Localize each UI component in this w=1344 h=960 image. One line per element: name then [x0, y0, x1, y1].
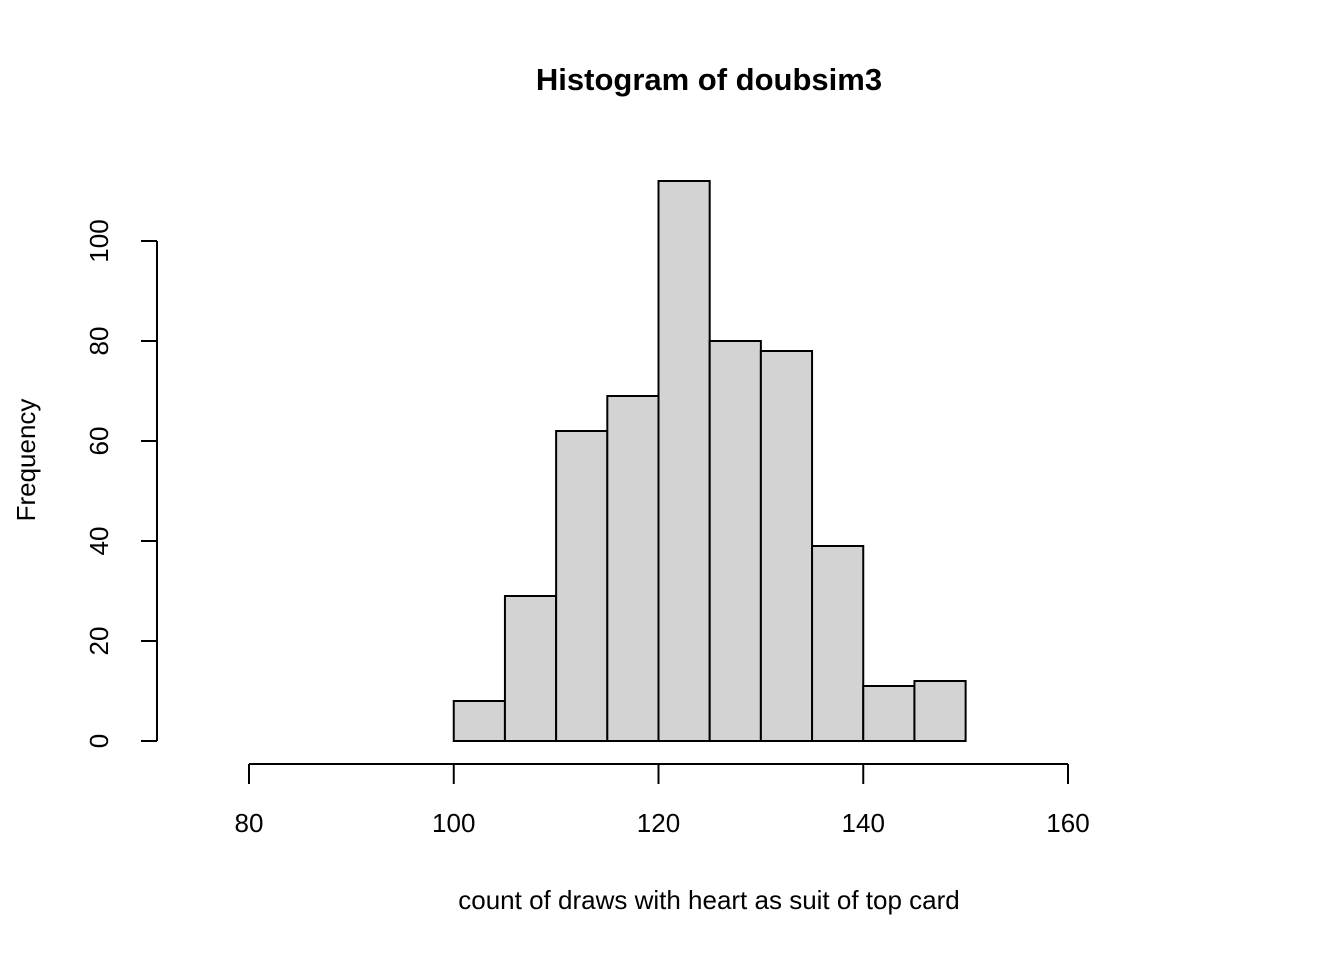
x-tick-label: 120 — [637, 808, 680, 838]
y-tick-label: 0 — [84, 734, 114, 748]
histogram-bar — [913, 680, 967, 742]
histogram-bar — [759, 350, 814, 742]
y-axis: 0 20 40 60 80 100 — [84, 219, 158, 748]
histogram-bar — [657, 180, 711, 742]
y-tick-label: 100 — [84, 219, 114, 262]
histogram-bar — [606, 395, 660, 742]
y-tick-label: 20 — [84, 627, 114, 656]
x-tick-label: 80 — [235, 808, 264, 838]
histogram-bar — [452, 700, 506, 742]
histogram-bar — [708, 340, 762, 742]
x-axis: 80 100 120 140 160 — [235, 763, 1090, 838]
y-axis-label: Frequency — [11, 399, 41, 522]
histogram-bar — [811, 545, 865, 742]
x-axis-label: count of draws with heart as suit of top… — [458, 885, 959, 915]
histogram-bar — [862, 685, 916, 742]
bars-group — [452, 180, 967, 742]
chart-title: Histogram of doubsim3 — [536, 62, 882, 97]
x-tick-label: 140 — [842, 808, 885, 838]
x-tick-label: 100 — [432, 808, 475, 838]
y-tick-label: 40 — [84, 527, 114, 556]
histogram-bar — [503, 595, 558, 742]
histogram-bar — [555, 430, 609, 742]
y-tick-label: 60 — [84, 427, 114, 456]
y-tick-label: 80 — [84, 327, 114, 356]
x-tick-label: 160 — [1046, 808, 1089, 838]
